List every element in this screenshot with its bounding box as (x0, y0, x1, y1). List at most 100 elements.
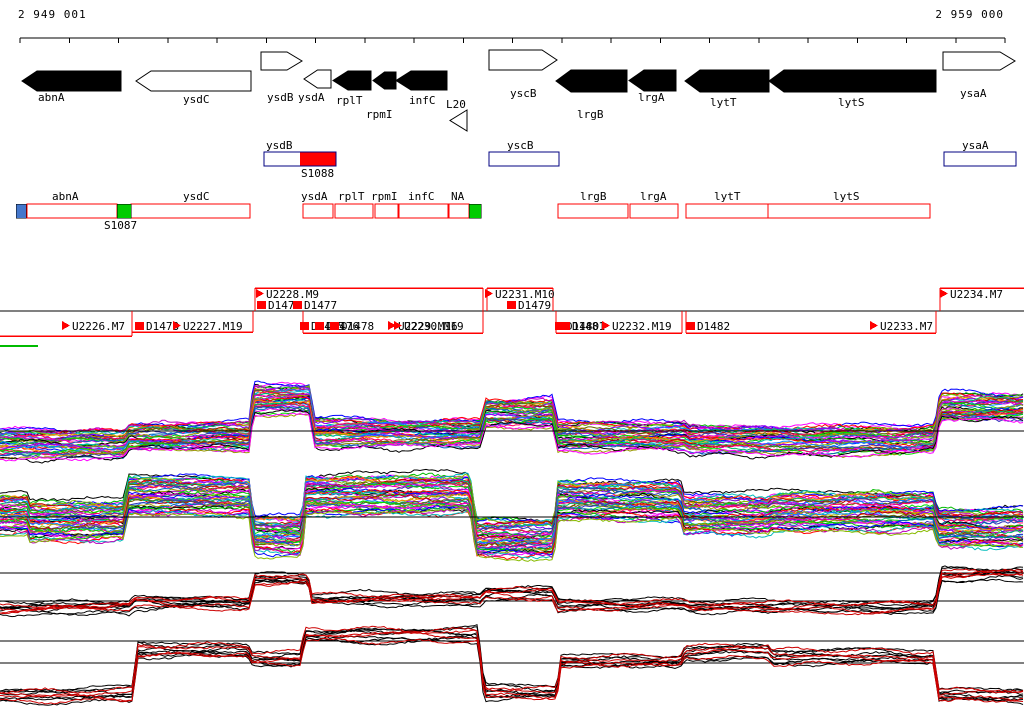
annotation-label-lrgB: lrgB (580, 190, 607, 203)
breakpoint-flag-icon[interactable] (257, 301, 266, 309)
gene-arrow-lytT[interactable] (684, 69, 770, 93)
segment-id-label: U2234.M7 (950, 288, 1003, 301)
breakpoint-flag-icon[interactable] (135, 322, 144, 330)
annotation-label-infC: infC (408, 190, 435, 203)
gene-arrow-ysaA[interactable] (942, 51, 1016, 71)
gene-arrow-rplT[interactable] (332, 70, 372, 91)
annotation-box-lrgB[interactable] (557, 203, 629, 219)
breakpoint-flag-icon[interactable] (507, 301, 516, 309)
profile-line (0, 395, 1024, 444)
breakpoint-flag-icon[interactable] (686, 322, 695, 330)
gene-arrow-rpmI[interactable] (372, 71, 397, 90)
annotation-label-S1087: S1087 (104, 219, 137, 232)
profile-line (0, 501, 1024, 555)
gene-arrow-ysdB[interactable] (260, 51, 303, 71)
gene-label-infC: infC (409, 94, 436, 107)
annotation-box-lrgA[interactable] (629, 203, 679, 219)
breakpoint-flag-icon[interactable] (293, 301, 302, 309)
gene-label-lrgB: lrgB (577, 108, 604, 121)
gene-arrow-ysdA[interactable] (303, 69, 332, 89)
segment-id-label: U2230.M19 (404, 320, 464, 333)
annotation-label-NA: NA (451, 190, 465, 203)
gene-arrow-abnA[interactable] (21, 70, 122, 92)
annotation-label-rpmI: rpmI (371, 190, 398, 203)
S1087-square[interactable] (116, 203, 132, 219)
segment-id-label: U2232.M19 (612, 320, 672, 333)
annotation-box-ysdC[interactable] (130, 203, 251, 219)
breakpoint-flag-icon[interactable] (256, 289, 264, 298)
annotation-box-rpmI[interactable] (374, 203, 399, 219)
red-annotation-track: abnA ysdC ysdA rplT rpmI infC NA lrgB lrgA lytT ly… (15, 190, 931, 232)
profile-line (0, 507, 1023, 562)
gene-arrow-lrgA[interactable] (628, 69, 677, 92)
breakpoint-flag-icon[interactable] (173, 321, 181, 330)
segment-id-label: D1478 (341, 320, 374, 333)
region-start-label: 2 949 001 (18, 8, 87, 21)
gene-arrow-lrgB[interactable] (555, 69, 628, 93)
gene-label-ysdA: ysdA (298, 91, 325, 104)
gene-arrow-infC[interactable] (395, 70, 448, 91)
gene-arrow-lytS[interactable] (768, 69, 937, 93)
gene-arrow-ysdC[interactable] (135, 70, 252, 92)
breakpoint-flag-icon[interactable] (388, 321, 396, 330)
annotation-box-rplT[interactable] (334, 203, 374, 219)
profile-line (0, 506, 1024, 559)
gene-label-ysdB: ysdB (267, 91, 294, 104)
profile-line (0, 412, 1024, 462)
segment-box-ysaA[interactable] (943, 151, 1017, 167)
gene-label-yscB: yscB (510, 87, 537, 100)
breakpoint-flag-icon[interactable] (485, 289, 493, 298)
profile-line (0, 637, 1024, 705)
breakpoint-flag-icon[interactable] (330, 322, 339, 330)
profile-line (0, 629, 1024, 700)
gene-arrow-L20[interactable] (449, 109, 468, 132)
profile-line (0, 503, 1024, 554)
segment-id-label: D1482 (697, 320, 730, 333)
segment-label-ysaA: ysaA (962, 139, 989, 152)
breakpoint-flag-icon[interactable] (870, 321, 878, 330)
breakpoint-flag-icon[interactable] (300, 322, 309, 330)
green-marker-square[interactable] (468, 203, 482, 219)
segment-id-label: U2231.M10 (495, 288, 555, 301)
annotation-label-lrgA: lrgA (640, 190, 667, 203)
annotation-box-infC[interactable] (398, 203, 449, 219)
annotation-box-lytT[interactable] (685, 203, 769, 219)
gene-label-rpmI: rpmI (366, 108, 393, 121)
segment-id-label: D1477 (304, 299, 337, 312)
profile-line (0, 631, 1024, 703)
breakpoint-flag-icon[interactable] (315, 322, 324, 330)
breakpoint-flag-icon[interactable] (555, 322, 564, 330)
breakpoint-flag-icon[interactable] (62, 321, 70, 330)
annotation-box-NA[interactable] (448, 203, 470, 219)
breakpoint-flag-icon[interactable] (561, 322, 570, 330)
profile-line (0, 569, 1024, 615)
breakpoint-flag-icon[interactable] (602, 321, 610, 330)
profile-line (0, 629, 1024, 697)
annotation-box-ysdA[interactable] (302, 203, 334, 219)
annotation-box-abnA[interactable] (26, 203, 118, 219)
profile-line (0, 394, 1024, 447)
gene-label-L20: L20 (446, 98, 466, 111)
segment-label-yscB: yscB (507, 139, 534, 152)
segment-box-ysdB[interactable] (263, 151, 337, 167)
blue-marker-square[interactable] (15, 203, 27, 219)
segment-id-label: D1473 (146, 320, 179, 333)
segment-id-label: D1481 (572, 320, 605, 333)
segment-box-S1088[interactable] (300, 152, 336, 166)
annotation-label-lytT: lytT (714, 190, 741, 203)
annotation-box-lytS[interactable] (767, 203, 931, 219)
segment-box-yscB[interactable] (488, 151, 560, 167)
segment-label-ysdB: ysdB (266, 139, 293, 152)
breakpoint-flag-icon[interactable] (940, 289, 948, 298)
profile-line (0, 575, 1024, 617)
profile-line (0, 628, 1024, 696)
gene-label-ysdC: ysdC (183, 93, 210, 106)
breakpoint-flag-icon[interactable] (394, 321, 402, 330)
gene-label-abnA: abnA (38, 91, 65, 104)
profile-line (0, 509, 1024, 560)
segment-id-label: D1479 (518, 299, 551, 312)
profile-line (0, 481, 1024, 532)
gene-arrow-yscB[interactable] (488, 49, 558, 71)
coordinate-ruler (19, 37, 1006, 43)
